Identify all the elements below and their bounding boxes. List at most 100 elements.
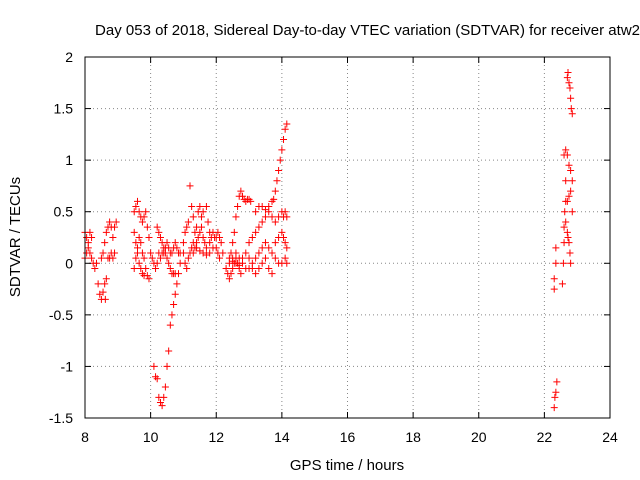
- data-point: [156, 254, 164, 262]
- data-point: [271, 218, 279, 226]
- data-point: [565, 192, 573, 200]
- data-point: [261, 254, 269, 262]
- x-tick-label: 20: [471, 429, 487, 445]
- data-point: [111, 223, 119, 231]
- data-point: [271, 187, 279, 195]
- data-point: [237, 187, 245, 195]
- data-point: [252, 270, 260, 278]
- data-point: [271, 239, 279, 247]
- data-point: [202, 203, 210, 211]
- data-point: [562, 177, 570, 185]
- data-point: [143, 223, 151, 231]
- data-point: [102, 275, 110, 283]
- chart-title: Day 053 of 2018, Sidereal Day-to-day VTE…: [95, 22, 640, 39]
- data-point: [232, 213, 240, 221]
- data-point: [132, 203, 140, 211]
- data-point: [227, 270, 235, 278]
- data-point: [206, 239, 214, 247]
- y-tick-label: 2: [65, 49, 73, 65]
- data-point: [252, 208, 260, 216]
- data-point: [550, 404, 558, 412]
- data-point: [561, 208, 569, 216]
- data-point: [184, 254, 192, 262]
- data-point: [94, 280, 102, 288]
- data-point: [245, 254, 253, 262]
- data-point: [564, 234, 572, 241]
- y-tick-label: 1: [65, 152, 73, 168]
- data-point: [567, 166, 575, 174]
- data-point: [217, 239, 225, 247]
- data-point: [171, 290, 179, 298]
- data-point: [562, 218, 570, 226]
- data-point: [252, 254, 260, 262]
- data-point: [84, 244, 92, 252]
- data-point: [270, 195, 278, 203]
- data-point: [563, 197, 571, 205]
- data-point: [197, 223, 205, 231]
- data-point: [281, 254, 289, 262]
- data-point: [88, 234, 96, 241]
- data-point: [265, 264, 273, 272]
- data-point: [258, 244, 266, 252]
- data-point: [281, 125, 289, 133]
- data-point: [199, 208, 207, 216]
- data-point: [265, 244, 273, 252]
- data-point: [564, 68, 572, 76]
- data-point: [563, 228, 571, 236]
- data-point: [551, 393, 559, 401]
- data-point: [111, 249, 119, 257]
- axis-ticks: 8 10 12 14 16 18 20 22 24 -1.5 -1 -0.5 0 0.5 1 1.5 2: [49, 49, 618, 445]
- data-point: [132, 254, 140, 262]
- y-tick-label: 0: [65, 255, 73, 271]
- data-point: [283, 120, 291, 128]
- data-point: [247, 197, 255, 205]
- data-point: [153, 223, 161, 231]
- data-point: [283, 213, 291, 221]
- data-point: [137, 264, 145, 272]
- data-point: [242, 249, 250, 257]
- data-point: [163, 362, 171, 370]
- data-point: [212, 244, 220, 252]
- data-point: [112, 218, 120, 226]
- data-point: [559, 259, 567, 267]
- data-point: [197, 213, 205, 221]
- y-tick-label: -0.5: [49, 307, 73, 323]
- data-point: [153, 375, 161, 383]
- data-point: [163, 254, 171, 262]
- data-point: [565, 79, 573, 87]
- data-point: [261, 206, 269, 214]
- data-point: [138, 218, 146, 226]
- data-point: [258, 259, 266, 267]
- data-point: [161, 383, 169, 391]
- data-point: [183, 223, 191, 231]
- data-point: [168, 311, 176, 319]
- data-point: [235, 261, 243, 269]
- data-point: [568, 177, 576, 185]
- data-point: [193, 244, 201, 252]
- data-point: [109, 234, 117, 241]
- data-point: [552, 388, 560, 396]
- data-point: [255, 223, 263, 231]
- data-point: [101, 280, 109, 288]
- data-point: [229, 239, 237, 247]
- data-point: [204, 218, 212, 226]
- data-point: [173, 280, 181, 288]
- data-point: [281, 239, 289, 247]
- data-point: [550, 285, 558, 293]
- x-axis-label: GPS time / hours: [290, 457, 404, 474]
- data-point: [140, 272, 148, 280]
- data-point: [83, 249, 91, 257]
- data-point: [170, 301, 178, 309]
- data-point: [268, 249, 276, 257]
- data-point: [196, 203, 204, 211]
- data-point: [189, 213, 197, 221]
- data-point: [184, 218, 192, 226]
- data-point: [565, 161, 573, 169]
- data-point: [278, 146, 286, 154]
- data-point: [222, 264, 230, 272]
- data-point: [134, 249, 141, 257]
- data-point: [153, 259, 161, 267]
- data-point: [553, 378, 561, 386]
- data-point: [91, 264, 99, 272]
- x-tick-label: 10: [143, 429, 159, 445]
